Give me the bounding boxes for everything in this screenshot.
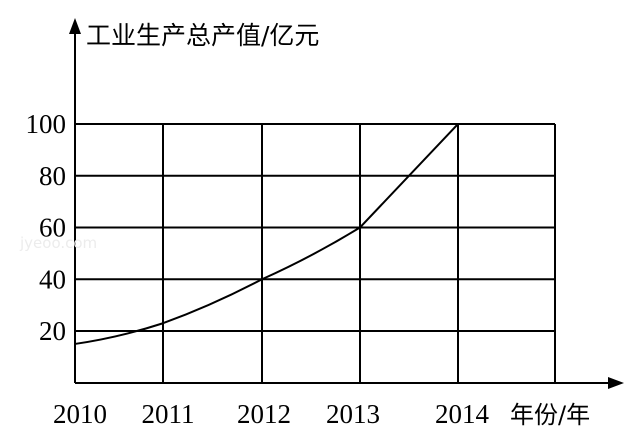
series-line <box>74 123 459 345</box>
y-axis-arrow <box>69 18 81 34</box>
gridlines <box>75 123 556 383</box>
x-tick-label: 2011 <box>142 399 195 429</box>
x-tick-label: 2010 <box>53 399 107 429</box>
x-tick-label: 2013 <box>326 399 380 429</box>
x-tick-label: 2014 <box>435 399 490 429</box>
x-tick-label: 2012 <box>237 399 291 429</box>
y-axis-title: 工业生产总产值/亿元 <box>86 21 319 50</box>
y-tick-label: 80 <box>39 161 66 191</box>
y-tick-label: 60 <box>39 213 66 243</box>
x-axis-title: 年份/年 <box>510 401 590 429</box>
axes <box>69 18 624 389</box>
x-tick-labels: 2010 2011 2012 2013 2014 <box>53 399 490 429</box>
watermark: jyeoo.com <box>19 234 97 252</box>
series-layer <box>74 123 459 345</box>
x-axis-arrow <box>608 377 624 389</box>
y-tick-label: 20 <box>39 316 66 346</box>
y-tick-labels: 20 40 60 80 100 <box>26 109 67 346</box>
y-tick-label: 100 <box>26 109 67 139</box>
y-tick-label: 40 <box>39 264 66 294</box>
